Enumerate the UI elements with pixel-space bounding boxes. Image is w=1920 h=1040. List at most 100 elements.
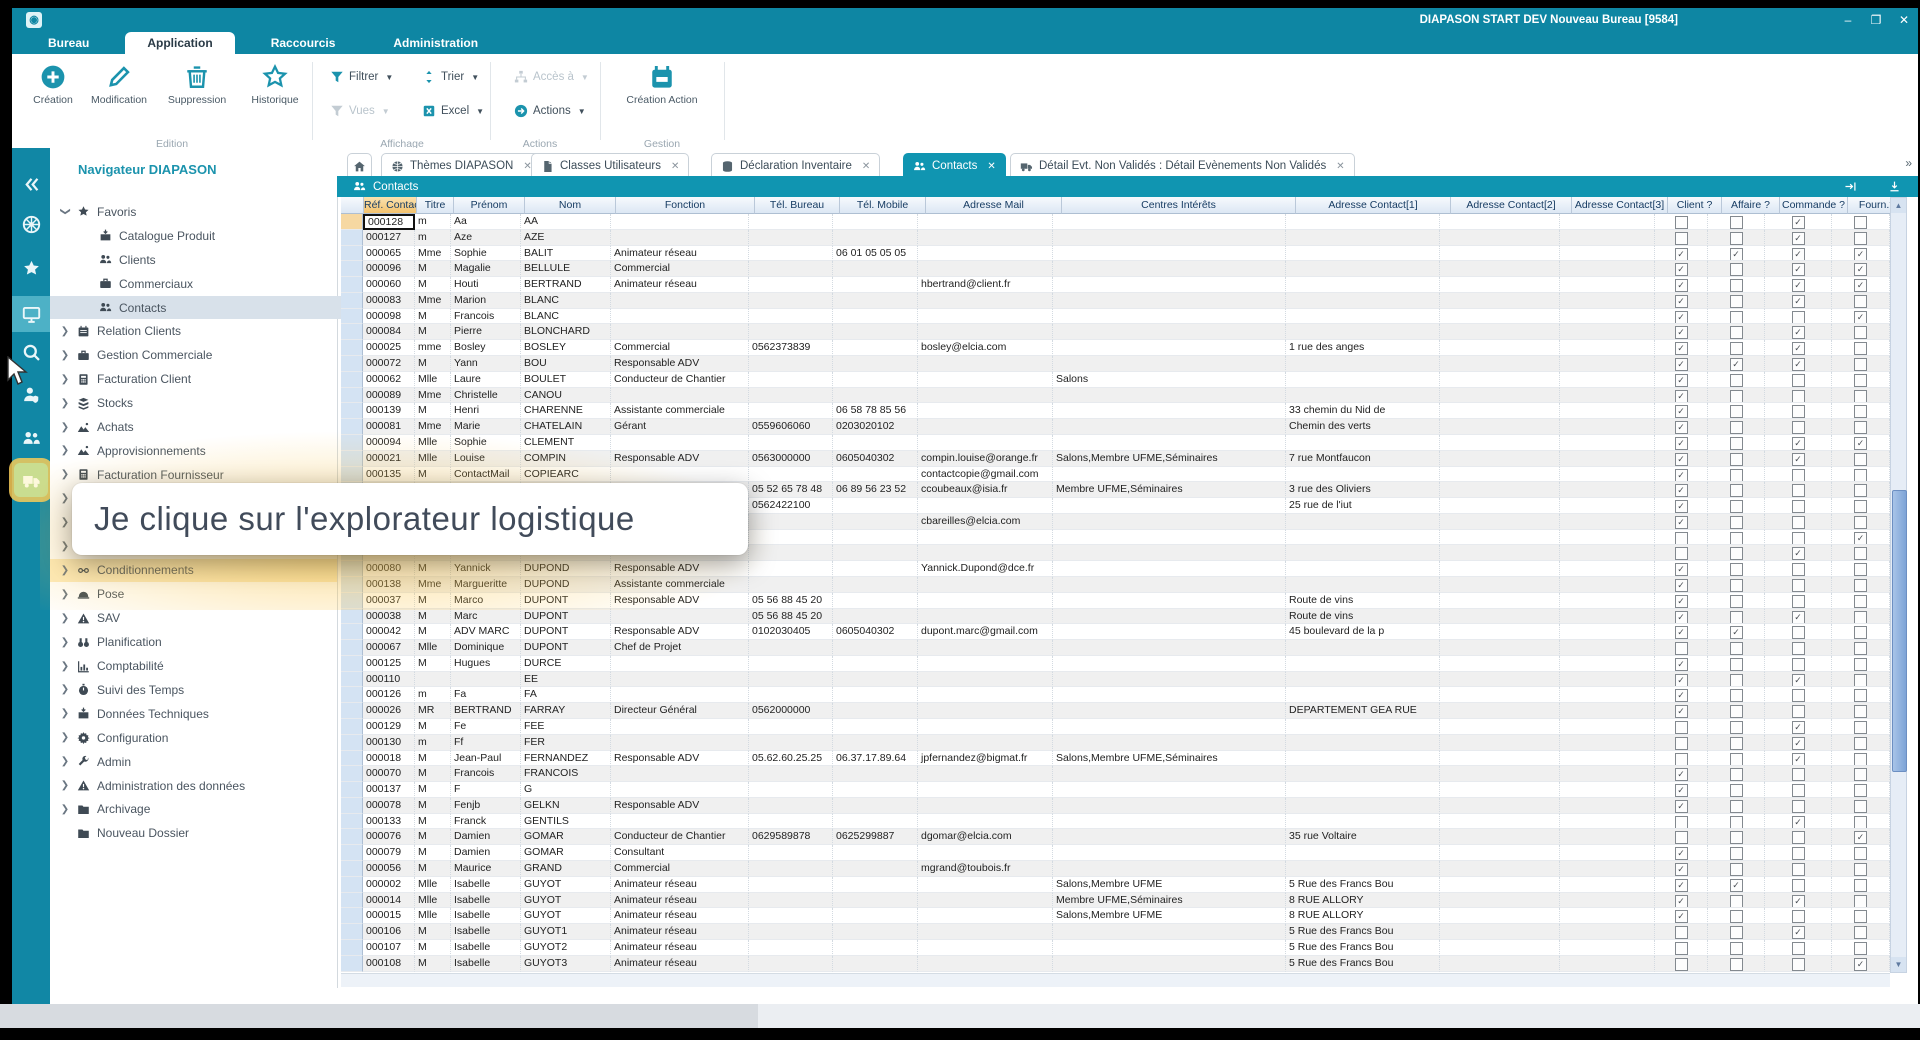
nav-item-stocks[interactable]: ❯ Stocks	[50, 391, 337, 415]
contact-row[interactable]: 000002 Mlle Isabelle GUYOT Animateur réseau S…	[341, 876, 1890, 893]
tab-close-icon[interactable]: ✕	[987, 160, 996, 172]
nav-item-gestion-commerciale[interactable]: ❯ Gestion Commerciale	[50, 343, 337, 367]
checkbox-fourn[interactable]	[1854, 578, 1867, 592]
checkbox-commande[interactable]	[1791, 657, 1805, 671]
checkbox-affaire[interactable]	[1729, 610, 1743, 624]
contact-row[interactable]: 000062 Mlle Laure BOULET Conducteur de Chant…	[341, 371, 1890, 388]
checkbox-affaire[interactable]	[1729, 941, 1743, 955]
checkbox-affaire[interactable]	[1729, 484, 1743, 498]
checkbox-fourn[interactable]	[1854, 941, 1867, 955]
export-icon[interactable]	[1888, 180, 1901, 193]
checkbox-fourn[interactable]	[1854, 689, 1867, 703]
checkbox-client[interactable]: ✓	[1674, 405, 1688, 419]
checkbox-affaire[interactable]: ✓	[1729, 358, 1743, 371]
checkbox-fourn[interactable]	[1854, 673, 1867, 687]
checkbox-commande[interactable]	[1791, 405, 1805, 419]
checkbox-affaire[interactable]	[1729, 673, 1743, 687]
row-selector[interactable]	[341, 908, 363, 925]
checkbox-affaire[interactable]: ✓	[1729, 626, 1743, 640]
checkbox-commande[interactable]: ✓	[1791, 452, 1805, 466]
checkbox-client[interactable]: ✓	[1674, 878, 1688, 892]
checkbox-client[interactable]: ✓	[1674, 358, 1688, 371]
checkbox-commande[interactable]: ✓	[1791, 358, 1805, 371]
vertical-scrollbar[interactable]: ▲ ▼	[1890, 197, 1907, 973]
ribbon-tab-raccourcis[interactable]: Raccourcis	[270, 36, 336, 50]
ribbon-button-creation-action[interactable]: Création Action	[620, 64, 704, 106]
ribbon-tab-administration[interactable]: Administration	[393, 36, 479, 50]
checkbox-affaire[interactable]	[1729, 736, 1743, 750]
checkbox-client[interactable]: ✓	[1674, 247, 1688, 261]
contact-row[interactable]: 000080 M Yannick DUPOND Responsable ADV Yanni…	[341, 561, 1890, 577]
nav-item-approvisionnements[interactable]: ❯ Approvisionnements	[50, 439, 337, 463]
contact-row[interactable]: 000084 M Pierre BLONCHARD ✓ ✓	[341, 324, 1890, 341]
checkbox-fourn[interactable]	[1854, 373, 1867, 387]
ribbon-tab-application[interactable]: Application	[125, 32, 235, 54]
checkbox-affaire[interactable]	[1729, 594, 1743, 608]
minimize-button[interactable]: –	[1844, 13, 1852, 27]
column-header-client[interactable]: Client ?	[1668, 197, 1722, 214]
row-selector[interactable]	[341, 245, 363, 262]
checkbox-fourn[interactable]	[1854, 326, 1867, 340]
ribbon-menu-trier[interactable]: Trier ▼	[422, 66, 479, 88]
checkbox-fourn[interactable]: ✓	[1854, 957, 1867, 971]
row-selector[interactable]	[341, 782, 363, 798]
checkbox-client[interactable]: ✓	[1674, 484, 1688, 498]
row-selector[interactable]	[341, 861, 363, 877]
contact-row[interactable]: 000128 m Aa AA ✓	[341, 214, 1890, 230]
checkbox-client[interactable]: ✓	[1674, 626, 1688, 640]
checkbox-commande[interactable]: ✓	[1791, 231, 1805, 245]
tree-chevron-icon[interactable]: ❯	[60, 780, 70, 792]
row-selector[interactable]	[341, 261, 363, 278]
checkbox-fourn[interactable]	[1854, 784, 1867, 797]
checkbox-fourn[interactable]	[1854, 878, 1867, 892]
checkbox-affaire[interactable]	[1729, 294, 1743, 308]
rail-collapse-button[interactable]	[12, 166, 50, 202]
row-selector[interactable]	[341, 797, 363, 814]
rail-security-user-button[interactable]	[12, 376, 50, 412]
checkbox-fourn[interactable]	[1854, 910, 1867, 924]
checkbox-client[interactable]	[1674, 941, 1688, 955]
checkbox-fourn[interactable]	[1854, 231, 1867, 245]
checkbox-client[interactable]: ✓	[1674, 452, 1688, 466]
row-selector[interactable]	[341, 229, 363, 246]
checkbox-client[interactable]: ✓	[1674, 673, 1688, 687]
checkbox-fourn[interactable]: ✓	[1854, 263, 1867, 277]
checkbox-commande[interactable]	[1791, 847, 1805, 861]
contact-row[interactable]: 000125 M Hugues DURCE ✓	[341, 655, 1890, 672]
checkbox-client[interactable]: ✓	[1674, 578, 1688, 592]
checkbox-client[interactable]: ✓	[1674, 863, 1688, 876]
checkbox-client[interactable]: ✓	[1674, 326, 1688, 340]
checkbox-client[interactable]	[1674, 957, 1688, 971]
nav-item-admin[interactable]: ❯ Admin	[50, 750, 337, 774]
column-header-ac1[interactable]: Adresse Contact[1]	[1296, 197, 1451, 214]
row-selector[interactable]	[341, 766, 363, 783]
checkbox-fourn[interactable]: ✓	[1854, 247, 1867, 261]
checkbox-affaire[interactable]	[1729, 657, 1743, 671]
contact-row[interactable]: 000083 Mme Marion BLANC ✓ ✓	[341, 292, 1890, 309]
checkbox-commande[interactable]: ✓	[1791, 436, 1805, 450]
checkbox-fourn[interactable]	[1854, 547, 1867, 561]
tree-chevron-icon[interactable]: ❯	[60, 397, 70, 409]
checkbox-client[interactable]	[1674, 231, 1688, 245]
ribbon-button-création[interactable]: Création	[22, 64, 84, 106]
contact-row[interactable]: 000098 M Francois BLANC ✓ ✓	[341, 308, 1890, 325]
checkbox-fourn[interactable]	[1854, 642, 1867, 655]
checkbox-fourn[interactable]	[1854, 342, 1867, 356]
checkbox-commande[interactable]: ✓	[1791, 326, 1805, 340]
checkbox-commande[interactable]: ✓	[1791, 815, 1805, 829]
nav-item-pose[interactable]: ❯ Pose	[50, 582, 337, 606]
row-selector[interactable]	[341, 576, 363, 593]
row-selector[interactable]	[341, 356, 363, 372]
checkbox-affaire[interactable]	[1729, 373, 1743, 387]
column-header-telm[interactable]: Tél. Mobile	[840, 197, 926, 214]
nav-item-contacts[interactable]: Contacts	[50, 295, 359, 320]
checkbox-commande[interactable]	[1791, 878, 1805, 892]
tab-close-icon[interactable]: ✕	[861, 160, 871, 172]
checkbox-client[interactable]	[1674, 642, 1688, 655]
checkbox-affaire[interactable]	[1729, 721, 1743, 734]
checkbox-commande[interactable]: ✓	[1791, 610, 1805, 624]
rail-settings-button[interactable]	[12, 206, 50, 242]
contact-row[interactable]: 000025 mme Bosley BOSLEY Commercial 056237383…	[341, 340, 1890, 357]
column-header-prenom[interactable]: Prénom	[454, 197, 525, 214]
checkbox-affaire[interactable]	[1729, 310, 1743, 324]
